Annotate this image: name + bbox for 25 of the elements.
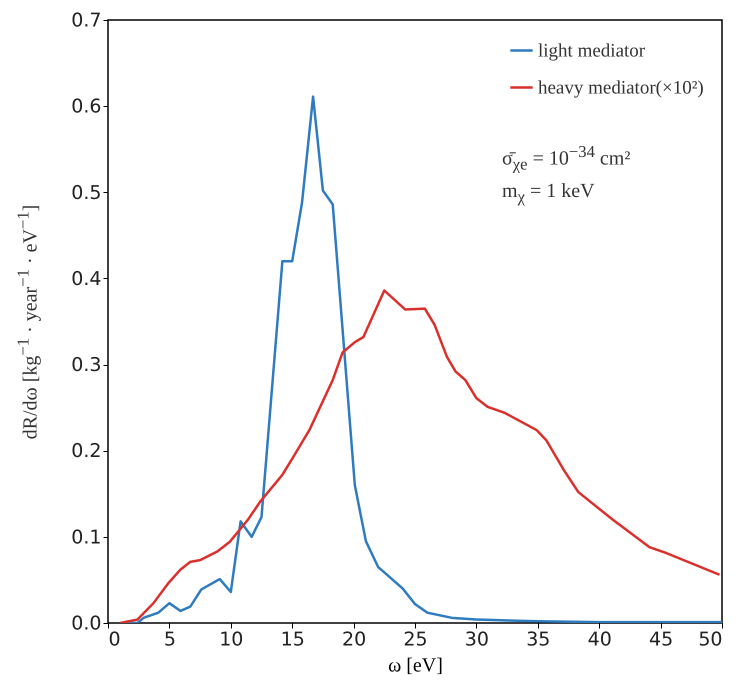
x-axis-title: ω [eV] <box>388 654 443 676</box>
x-tick-label: 10 <box>219 628 244 650</box>
y-tick-label: 0.1 <box>71 526 102 548</box>
x-tick-label: 20 <box>342 628 366 650</box>
y-tick-label: 0.6 <box>71 96 102 118</box>
x-tick-label: 0 <box>108 628 121 650</box>
annotation: σ̄$_{χe}$ = 10$^{−34}$ cm² <box>502 141 630 176</box>
y-tick-label: 0.3 <box>71 354 102 376</box>
x-tick-label: 5 <box>164 628 176 650</box>
x-tick-label: 30 <box>464 628 489 650</box>
x-tick-label: 15 <box>280 628 305 650</box>
legend-label: light mediator <box>538 40 646 62</box>
annotation: m$_{χ}$ = 1 keV <box>502 178 596 208</box>
y-tick-label: 0.0 <box>71 612 102 634</box>
legend-label: heavy mediator(×10²) <box>538 78 704 98</box>
x-tick-label: 40 <box>588 628 612 650</box>
y-tick-label: 0.4 <box>71 268 102 290</box>
x-tick-label: 35 <box>526 628 550 650</box>
y-tick-label: 0.7 <box>71 10 102 32</box>
y-tick-label: 0.2 <box>71 440 102 462</box>
y-tick-label: 0.5 <box>71 182 102 204</box>
line-series <box>119 289 721 623</box>
x-tick-label: 45 <box>649 628 674 650</box>
x-tick-label: 50 <box>698 628 722 650</box>
x-tick-label: 25 <box>403 628 428 650</box>
